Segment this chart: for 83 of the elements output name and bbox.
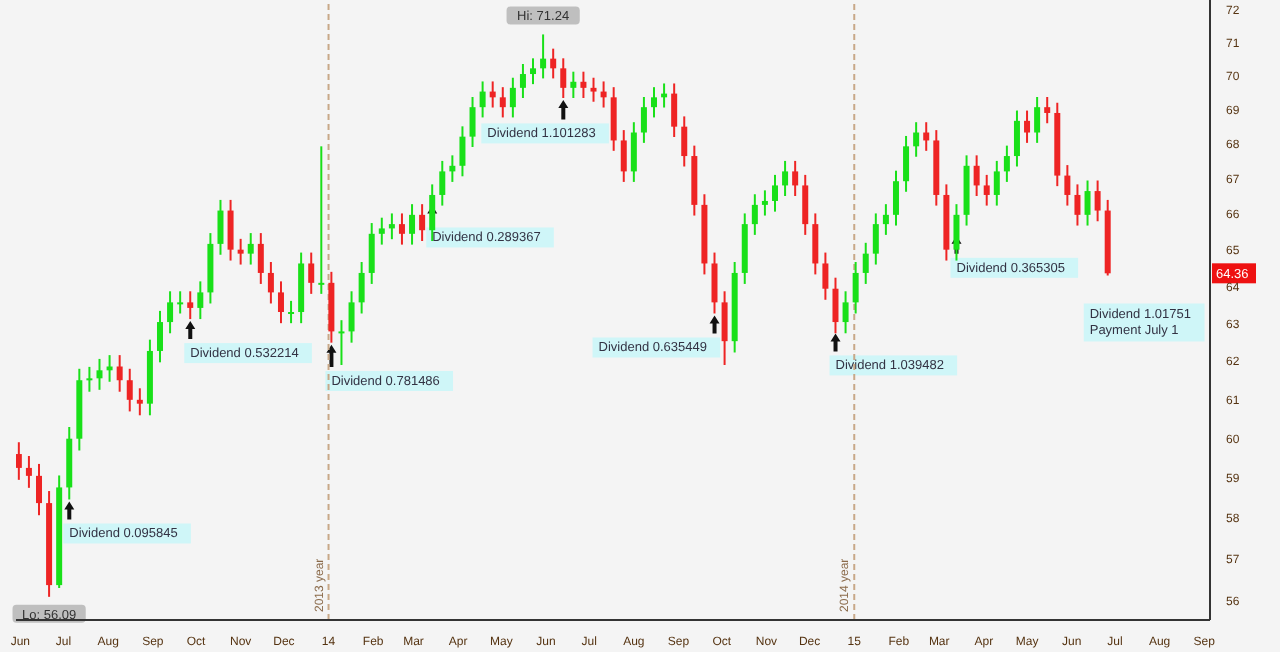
candlestick — [177, 290, 184, 315]
candlestick — [1064, 164, 1071, 207]
candlestick — [640, 95, 647, 144]
candlestick — [136, 387, 143, 417]
candlestick — [156, 309, 163, 364]
candlestick — [892, 169, 899, 227]
candlestick — [277, 280, 284, 325]
candlestick — [1013, 109, 1020, 168]
candlestick — [550, 47, 557, 80]
candlestick — [509, 76, 516, 119]
candlestick — [388, 212, 395, 241]
candlestick — [651, 86, 658, 119]
candlestick — [540, 33, 547, 80]
candlestick — [36, 462, 42, 517]
candlestick — [257, 232, 264, 285]
candlestick — [711, 251, 718, 315]
candlestick — [419, 203, 426, 243]
candlestick — [25, 455, 32, 489]
candlestick — [197, 280, 204, 321]
candlestick — [882, 203, 889, 236]
candlestick — [570, 70, 577, 99]
candlestick — [913, 121, 920, 158]
candlestick — [247, 232, 254, 266]
candlestick — [368, 222, 375, 285]
candlestick — [812, 212, 819, 276]
candlestick — [398, 212, 405, 246]
candlestick — [187, 290, 194, 321]
candlestick — [761, 189, 768, 217]
candlestick — [439, 159, 446, 207]
candlestick — [308, 251, 315, 295]
candlestick — [560, 57, 567, 99]
candlestick — [217, 198, 224, 256]
candlestick — [771, 173, 778, 213]
candlestick — [1024, 109, 1031, 144]
candlestick — [580, 70, 587, 99]
candlestick — [267, 261, 274, 305]
candlestick — [86, 365, 93, 393]
candlestick — [993, 159, 1000, 207]
candlestick — [116, 354, 123, 393]
candlestick — [499, 86, 506, 119]
candlestick — [630, 121, 637, 183]
candlestick — [1034, 95, 1041, 144]
candlestick — [227, 198, 234, 262]
candlestick — [681, 115, 688, 168]
candlestick — [459, 125, 466, 178]
candlestick — [348, 290, 355, 344]
candlestick — [620, 129, 627, 183]
candlestick — [358, 261, 365, 315]
candlestick — [1044, 95, 1051, 125]
candlestick — [1074, 183, 1081, 227]
candlestick — [378, 216, 385, 246]
candlestick — [96, 357, 103, 391]
candlestick — [167, 290, 174, 335]
candlestick — [1003, 144, 1010, 183]
candlestick — [852, 261, 859, 315]
candlestick — [318, 145, 325, 295]
candlestick — [782, 159, 789, 198]
candlestick — [842, 290, 849, 335]
candlestick — [16, 441, 22, 481]
candlestick — [872, 212, 879, 266]
candlestick — [288, 299, 295, 325]
candlestick — [469, 95, 476, 149]
candlestick — [983, 173, 990, 207]
candlestick — [530, 57, 537, 86]
candlestick — [973, 154, 980, 198]
candlestick — [519, 62, 526, 99]
candlestick — [792, 159, 799, 198]
candlestick — [721, 290, 728, 366]
candlestick — [822, 251, 829, 301]
candlestick — [1094, 179, 1101, 223]
candlestick — [338, 319, 345, 366]
candlestick — [751, 193, 758, 236]
candlestick — [126, 367, 133, 413]
candlestick — [237, 237, 244, 266]
candlestick — [479, 80, 486, 119]
candlestick — [610, 86, 617, 152]
candlestick — [862, 241, 869, 285]
candlestick — [409, 203, 416, 246]
candlestick — [590, 76, 597, 103]
candlestick — [903, 134, 910, 193]
candlestick — [671, 82, 678, 138]
candlestick — [1084, 179, 1091, 227]
candlestick — [802, 173, 809, 236]
